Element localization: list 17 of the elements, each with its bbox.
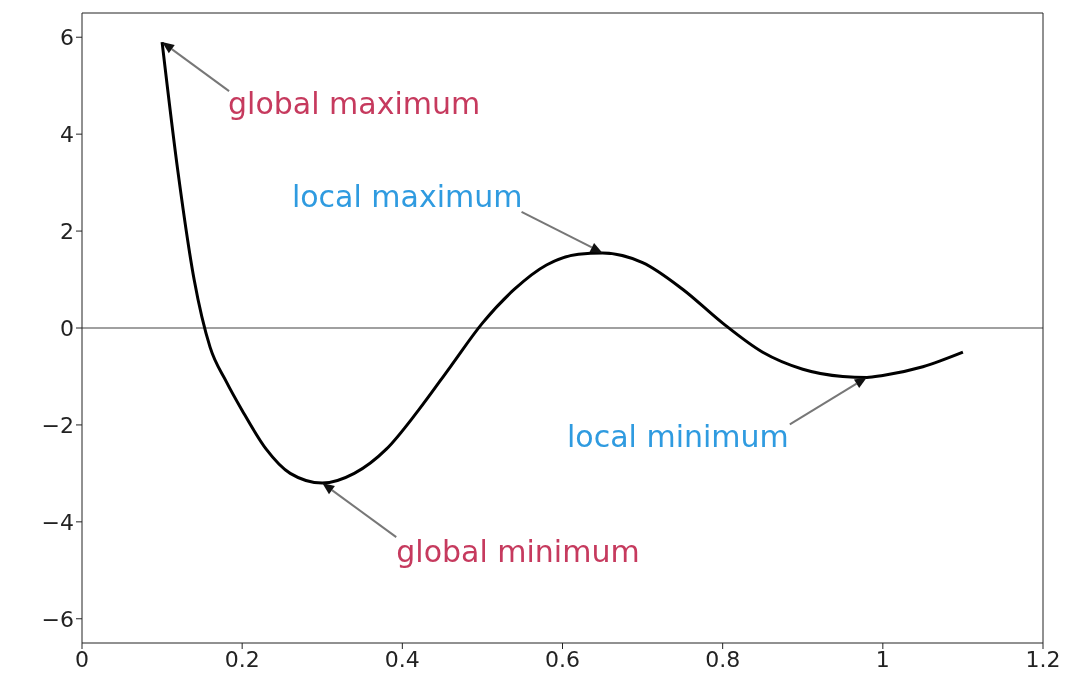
- x-tick-label: 0.8: [705, 646, 741, 672]
- annotation: local minimum: [567, 419, 789, 455]
- x-tick-label: 1: [875, 646, 890, 672]
- annotation: global maximum: [228, 86, 481, 122]
- x-tick-label: 0.2: [224, 646, 260, 672]
- x-tick-label: 1.2: [1025, 646, 1061, 672]
- x-tick-label: 0.6: [545, 646, 580, 672]
- y-tick-label: 6: [60, 25, 74, 51]
- annotation: global minimum: [396, 534, 640, 570]
- x-tick-label: 0.4: [384, 646, 420, 672]
- y-tick-label: 2: [60, 218, 74, 244]
- y-tick-label: −6: [41, 606, 74, 632]
- y-tick-label: 4: [60, 121, 74, 147]
- y-tick-label: −4: [41, 509, 74, 535]
- annotation: local maximum: [291, 178, 523, 214]
- y-tick-label: 0: [60, 315, 74, 341]
- y-tick-label: −2: [41, 412, 74, 438]
